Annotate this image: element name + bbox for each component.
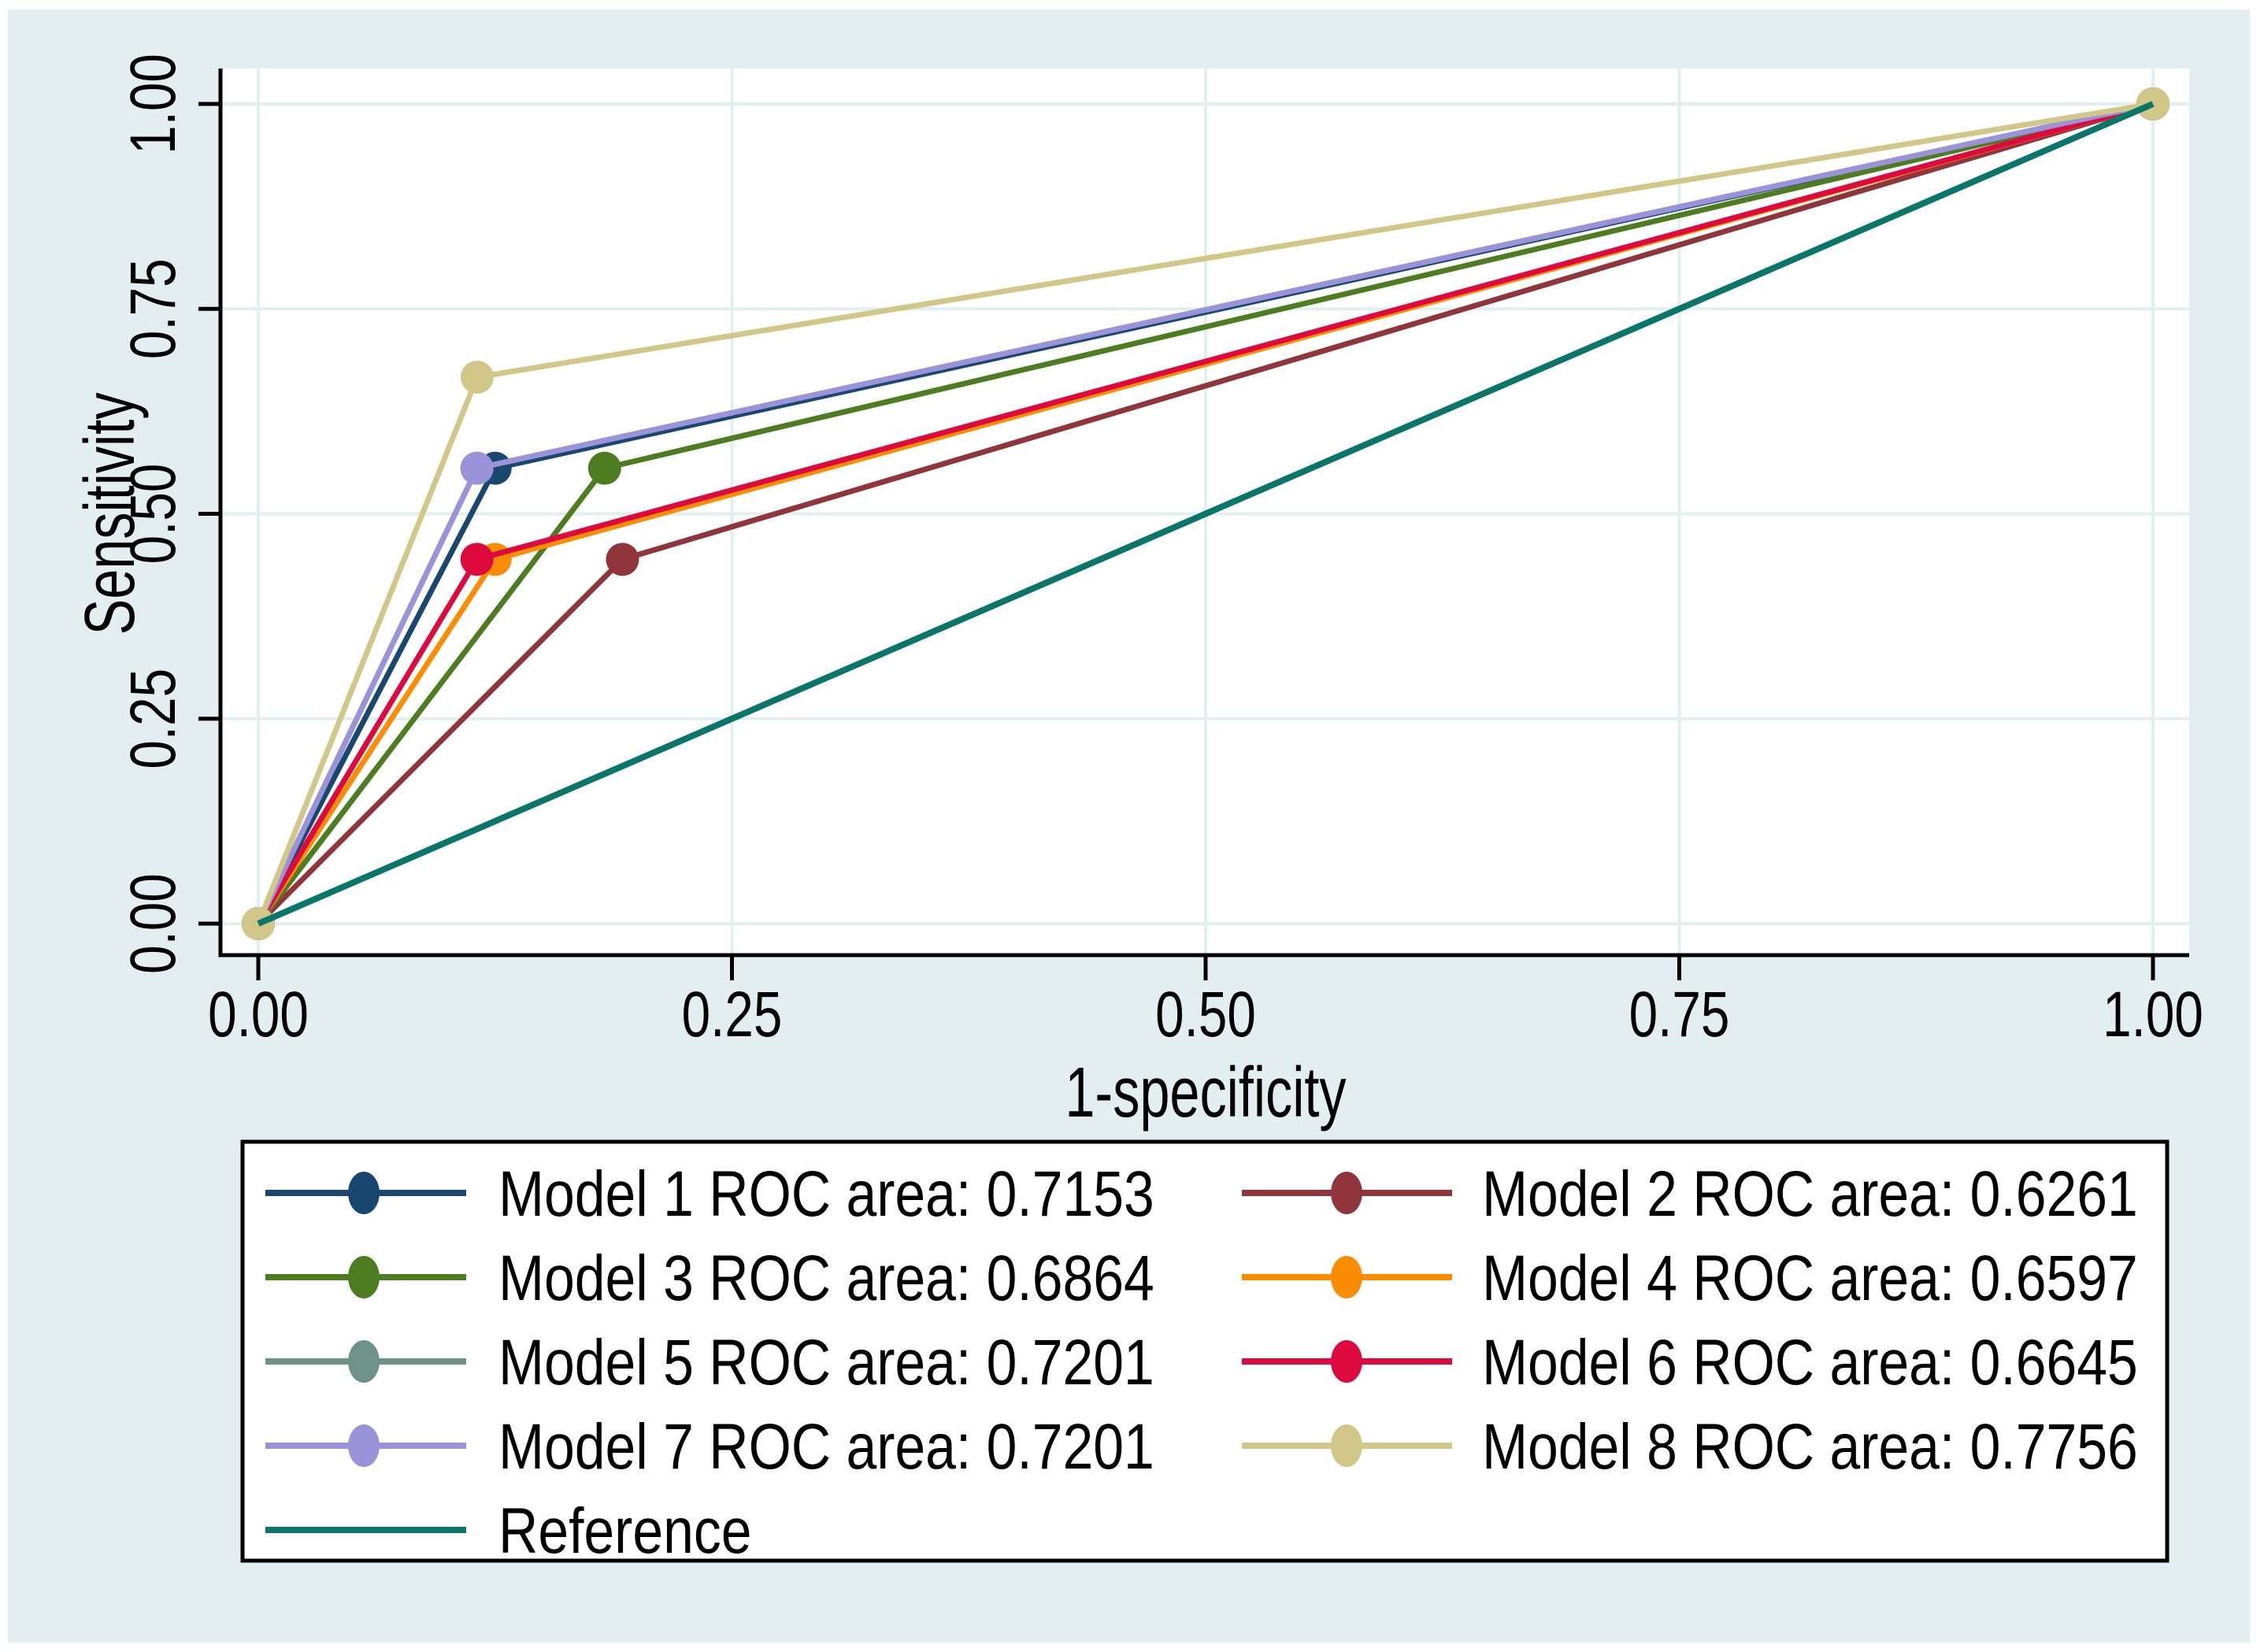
series-marker xyxy=(606,543,639,576)
series-marker xyxy=(587,451,621,485)
y-tick-label: 1.00 xyxy=(117,54,189,154)
x-tick-label: 1.00 xyxy=(2103,978,2203,1050)
x-tick-label: 0.25 xyxy=(682,978,783,1050)
legend-item-reference: Reference xyxy=(265,1495,751,1568)
axis-labels: 0.00 0.25 0.50 0.75 1.00 0.00 0.25 0.50 0.75 1.00… xyxy=(70,54,2203,1132)
series-line xyxy=(257,101,2155,927)
legend-item-label: Model 5 ROC area: 0.7201 xyxy=(498,1327,1154,1399)
x-tick-label: 0.75 xyxy=(1629,978,1730,1050)
legend-item-model-8: Model 8 ROC area: 0.7756 xyxy=(1242,1411,2138,1483)
legend-item-model-3: Model 3 ROC area: 0.6864 xyxy=(265,1243,1154,1315)
legend-key-marker xyxy=(348,1340,380,1383)
series-marker xyxy=(460,360,494,394)
y-tick-label: 0.25 xyxy=(117,669,189,769)
y-tick-label: 0.75 xyxy=(117,258,189,359)
legend-key-marker xyxy=(1331,1340,1362,1383)
legend-item-model-2: Model 2 ROC area: 0.6261 xyxy=(1242,1158,2138,1231)
series-marker xyxy=(460,451,494,485)
series-reference xyxy=(257,101,2155,927)
series-marker xyxy=(460,543,494,576)
legend: Model 1 ROC area: 0.7153 Model 2 ROC area… xyxy=(240,1139,2170,1568)
legend-item-model-5: Model 5 ROC area: 0.7201 xyxy=(265,1327,1154,1399)
x-axis-title: 1-specificity xyxy=(1065,1053,1346,1132)
legend-item-label: Model 4 ROC area: 0.6597 xyxy=(1482,1243,2138,1315)
legend-item-model-4: Model 4 ROC area: 0.6597 xyxy=(1242,1243,2138,1315)
legend-key-marker xyxy=(1331,1424,1362,1467)
legend-item-label: Model 3 ROC area: 0.6864 xyxy=(498,1243,1154,1315)
legend-key-marker xyxy=(348,1424,380,1467)
legend-item-label: Model 2 ROC area: 0.6261 xyxy=(1482,1158,2138,1231)
legend-item-label: Reference xyxy=(498,1495,751,1568)
series-group xyxy=(242,87,2170,940)
legend-item-model-7: Model 7 ROC area: 0.7201 xyxy=(265,1411,1154,1483)
y-axis-title: Sensitivity xyxy=(70,393,149,635)
axes xyxy=(198,69,2189,980)
legend-key-marker xyxy=(348,1256,380,1298)
legend-key-marker xyxy=(348,1172,380,1214)
series-model-8 xyxy=(242,87,2170,940)
x-tick-label: 0.50 xyxy=(1155,978,1256,1050)
legend-item-model-6: Model 6 ROC area: 0.6645 xyxy=(1242,1327,2138,1399)
legend-item-label: Model 7 ROC area: 0.7201 xyxy=(498,1411,1154,1483)
legend-box xyxy=(240,1139,2170,1563)
legend-item-label: Model 8 ROC area: 0.7756 xyxy=(1482,1411,2138,1483)
y-tick-label: 0.00 xyxy=(117,873,189,974)
legend-item-label: Model 6 ROC area: 0.6645 xyxy=(1482,1327,2138,1399)
x-tick-label: 0.00 xyxy=(208,978,309,1050)
legend-item-model-1: Model 1 ROC area: 0.7153 xyxy=(265,1158,1154,1231)
legend-key-marker xyxy=(1331,1172,1362,1214)
y-tick-label: 0.50 xyxy=(117,464,189,565)
legend-item-label: Model 1 ROC area: 0.7153 xyxy=(498,1158,1154,1231)
legend-key-marker xyxy=(1331,1256,1362,1298)
